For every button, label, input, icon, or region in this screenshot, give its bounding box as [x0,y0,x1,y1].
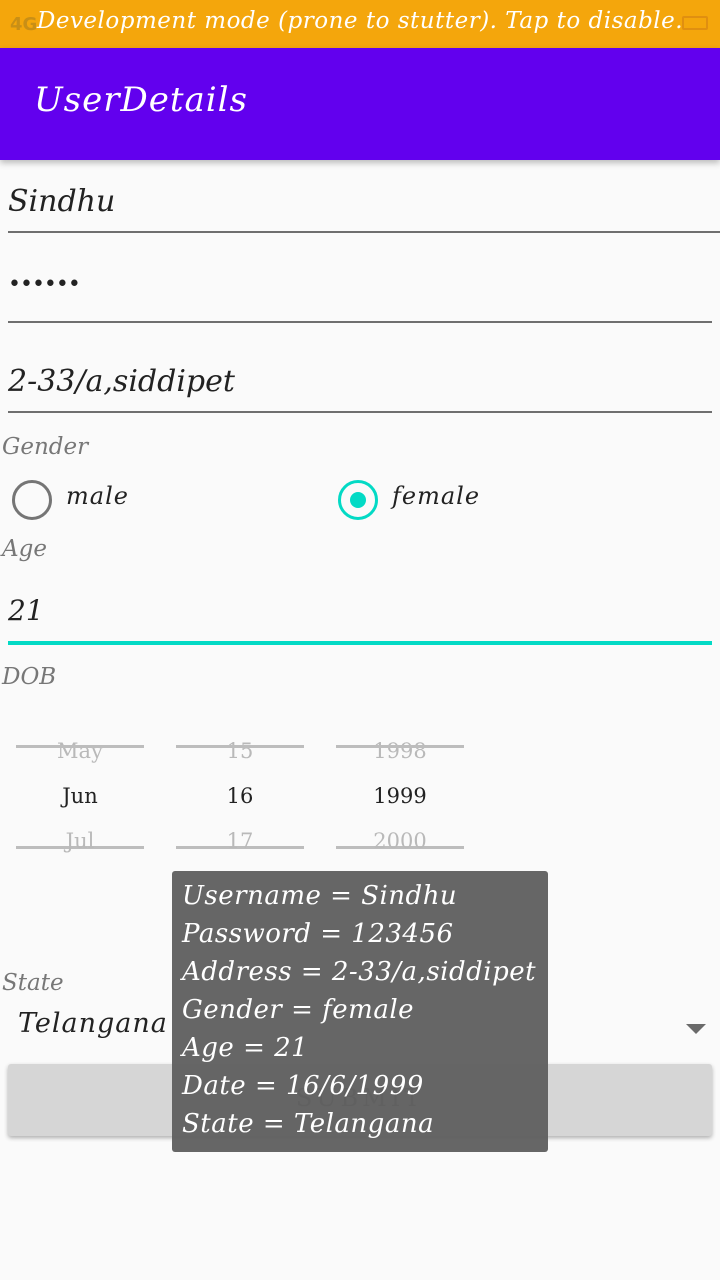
toast-line-password: Password = 123456 [182,919,454,949]
day-selected[interactable]: 16 [226,784,254,808]
radio-male-label[interactable]: male [66,482,129,510]
radio-female-dot [350,492,366,508]
password-field[interactable]: •••••• [8,272,712,326]
radio-female-ring[interactable] [338,480,378,520]
month-divider-bottom [16,846,144,849]
age-underline [8,641,712,645]
age-field[interactable]: 21 [8,592,712,648]
username-input[interactable]: Sindhu [8,184,116,219]
toast-line-age: Age = 21 [182,1033,309,1063]
year-divider-bottom [336,846,464,849]
username-field[interactable]: Sindhu [8,182,720,236]
year-prev[interactable]: 1998 [373,739,427,763]
month-divider-top [16,745,144,748]
password-underline [8,321,712,323]
toast-line-gender: Gender = female [182,995,415,1025]
year-picker[interactable]: 1998 1999 2000 [336,730,464,860]
year-divider-top [336,745,464,748]
month-prev[interactable]: May [57,739,103,763]
month-next[interactable]: Jul [65,829,95,853]
radio-female-label[interactable]: female [392,482,481,510]
toast-message: Username = Sindhu Password = 123456 Addr… [172,871,548,1152]
year-selected[interactable]: 1999 [373,784,427,808]
month-selected[interactable]: Jun [62,784,98,808]
app-bar: UserDetails [0,48,720,160]
day-prev[interactable]: 15 [226,739,254,763]
dropdown-arrow-icon[interactable] [686,1024,706,1034]
month-picker[interactable]: May Jun Jul [16,730,144,860]
battery-icon [682,16,708,30]
address-underline [8,411,712,413]
gender-label: Gender [2,434,89,460]
age-label: Age [2,536,47,562]
state-label: State [2,970,64,996]
year-next[interactable]: 2000 [373,829,427,853]
toast-line-state: State = Telangana [182,1109,435,1139]
state-spinner-value[interactable]: Telangana [18,1008,168,1039]
day-next[interactable]: 17 [226,829,254,853]
day-divider-top [176,745,304,748]
dob-label: DOB [2,664,57,690]
address-field[interactable]: 2-33/a,siddipet [8,362,712,416]
username-underline [8,231,720,233]
toast-line-address: Address = 2-33/a,siddipet [182,957,537,987]
radio-female[interactable]: female [338,480,558,520]
radio-male-ring[interactable] [12,480,52,520]
toast-line-date: Date = 16/6/1999 [182,1071,424,1101]
app-title: UserDetails [34,80,248,120]
day-picker[interactable]: 15 16 17 [176,730,304,860]
day-divider-bottom [176,846,304,849]
address-input[interactable]: 2-33/a,siddipet [8,364,235,399]
age-input[interactable]: 21 [8,594,44,627]
network-indicator: 4G [10,14,38,35]
password-input[interactable]: •••••• [8,272,81,297]
toast-line-username: Username = Sindhu [182,881,458,911]
dev-mode-banner[interactable]: Development mode (prone to stutter). Tap… [36,8,684,34]
radio-male[interactable]: male [12,480,212,520]
status-bar: 4G Development mode (prone to stutter). … [0,0,720,48]
